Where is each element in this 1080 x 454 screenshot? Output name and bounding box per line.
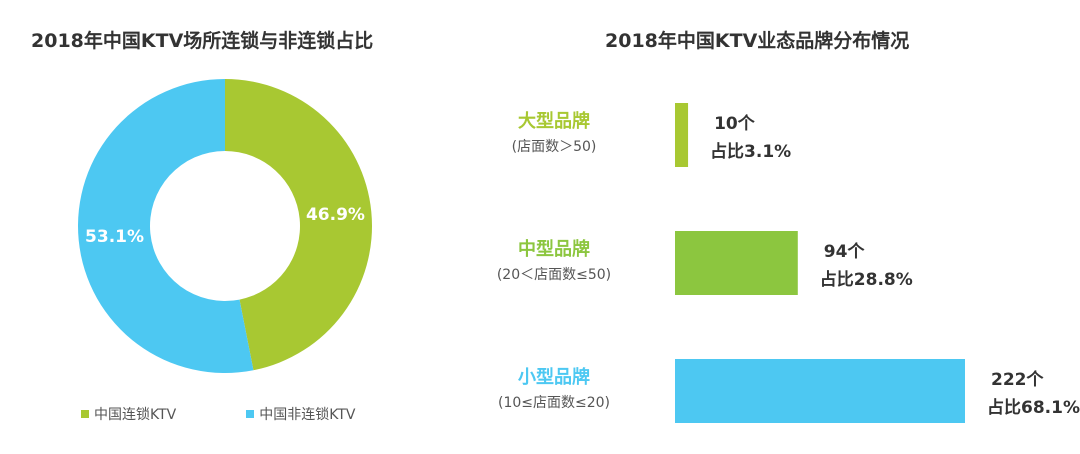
legend-label-chain: 中国连锁KTV xyxy=(94,407,177,423)
bar-2 xyxy=(675,359,965,423)
category-label-0: 大型品牌 xyxy=(518,110,590,132)
donut-slice-1 xyxy=(77,79,254,374)
bar-1 xyxy=(675,231,798,295)
bar-0 xyxy=(675,103,689,167)
donut-legend: 中国连锁KTV 中国非连锁KTV xyxy=(81,404,355,424)
donut-slice-0 xyxy=(225,79,372,371)
legend-swatch-non-chain xyxy=(246,410,255,418)
bar-value-label-1: 94个 xyxy=(824,241,866,262)
bar-share-label-1: 占比28.8% xyxy=(820,269,913,290)
bar-share-label-2: 占比68.1% xyxy=(987,397,1080,418)
donut-chart: 46.9% 53.1% xyxy=(77,79,372,374)
category-label-1: 中型品牌 xyxy=(518,238,590,260)
category-note-2: (10≤店面数≤20) xyxy=(498,395,610,411)
category-note-0: (店面数＞50) xyxy=(512,139,597,155)
donut-chart-title: 2018年中国KTV场所连锁与非连锁占比 xyxy=(31,30,374,52)
bar-share-label-0: 占比3.1% xyxy=(710,141,791,162)
donut-slice-label-1: 53.1% xyxy=(85,227,144,247)
legend-item-non-chain: 中国非连锁KTV xyxy=(246,404,355,424)
bar-value-label-2: 222个 xyxy=(991,369,1044,390)
legend-label-non-chain: 中国非连锁KTV xyxy=(259,407,356,423)
legend-swatch-chain xyxy=(81,410,89,418)
bar-value-label-0: 10个 xyxy=(714,113,756,134)
donut-chart-panel: 2018年中国KTV场所连锁与非连锁占比 46.9% 53.1% 中国连锁KTV … xyxy=(0,0,470,454)
category-note-1: (20＜店面数≤50) xyxy=(497,267,611,283)
donut-slice-label-0: 46.9% xyxy=(306,205,365,225)
category-label-2: 小型品牌 xyxy=(518,366,590,388)
bar-chart-title: 2018年中国KTV业态品牌分布情况 xyxy=(605,30,910,52)
bar-chart-panel: 2018年中国KTV业态品牌分布情况 大型品牌 (店面数＞50) 10个占比3.1%… xyxy=(470,0,1080,454)
legend-item-chain: 中国连锁KTV xyxy=(81,404,176,424)
